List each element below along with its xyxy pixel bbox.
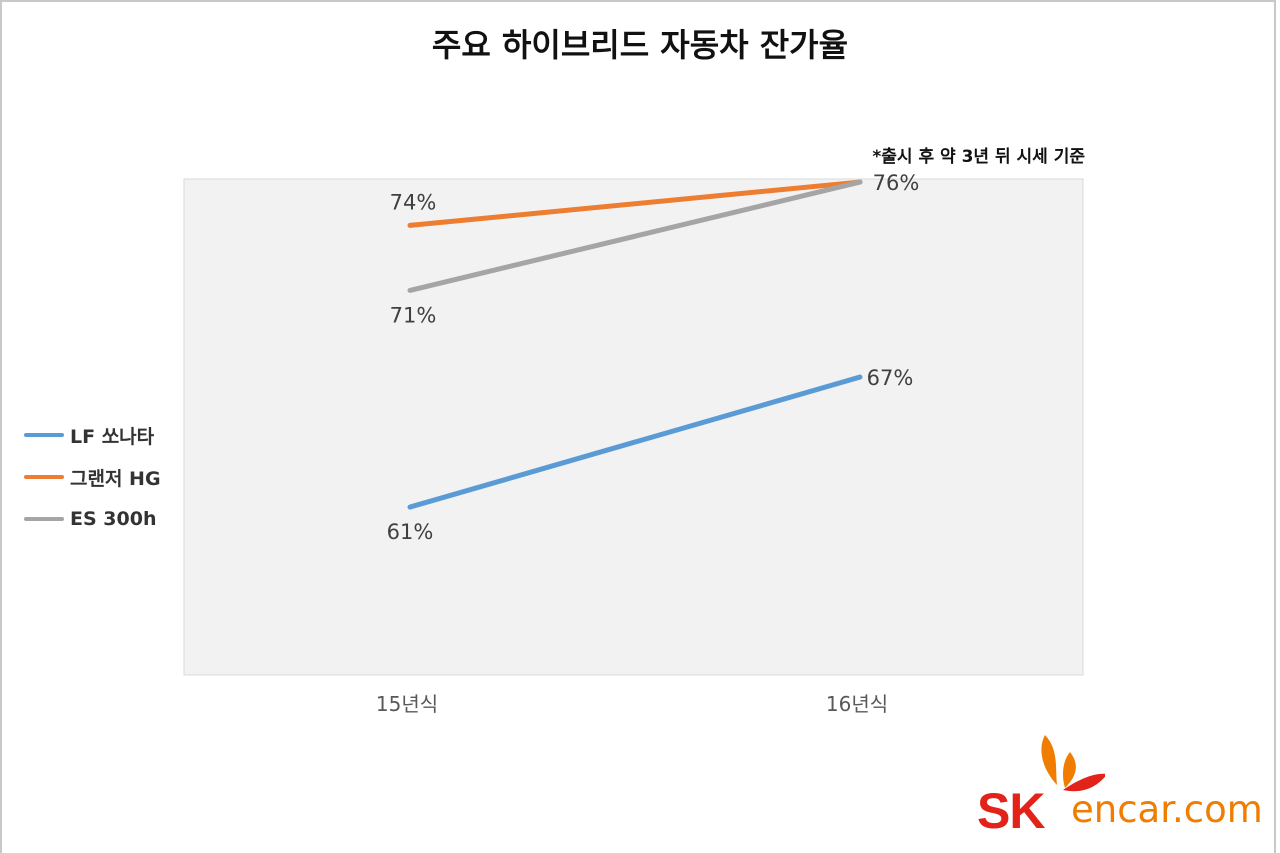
series-line-1 [407, 179, 863, 228]
chart-title: 주요 하이브리드 자동차 잔가율 [431, 26, 849, 64]
series-layer [407, 179, 863, 510]
legend-label: 그랜저 HG [70, 467, 161, 490]
legend-label: LF 쏘나타 [70, 425, 155, 448]
x-tick-layer: 15년식 16년식 [376, 692, 888, 716]
legend-item: LF 쏘나타 [24, 414, 161, 456]
legend-swatch [24, 433, 64, 437]
logo-encar-text: encar.com [1071, 788, 1263, 831]
legend-item: ES 300h [24, 498, 161, 540]
legend-label: ES 300h [70, 508, 157, 530]
series-line-2 [407, 179, 863, 293]
legend-item: 그랜저 HG [24, 456, 161, 498]
x-tick-label: 15년식 [376, 692, 438, 716]
plot-area [183, 178, 1084, 676]
sk-butterfly-icon [1041, 735, 1105, 792]
legend-swatch [24, 475, 64, 479]
sk-encar-logo: SK encar.com [975, 730, 1265, 840]
data-label-layer: 61% 67% 74% 76% 71% [387, 171, 920, 544]
data-label: 67% [867, 366, 914, 390]
data-label: 74% [390, 190, 437, 214]
data-label: 76% [873, 171, 920, 195]
data-label: 71% [390, 303, 437, 327]
legend-swatch [24, 517, 64, 521]
logo-sk-text: SK [977, 783, 1045, 839]
chart-note: *출시 후 약 3년 뒤 시세 기준 [872, 147, 1085, 167]
x-tick-label: 16년식 [826, 692, 888, 716]
data-label: 61% [387, 520, 434, 544]
series-line-0 [407, 374, 863, 510]
